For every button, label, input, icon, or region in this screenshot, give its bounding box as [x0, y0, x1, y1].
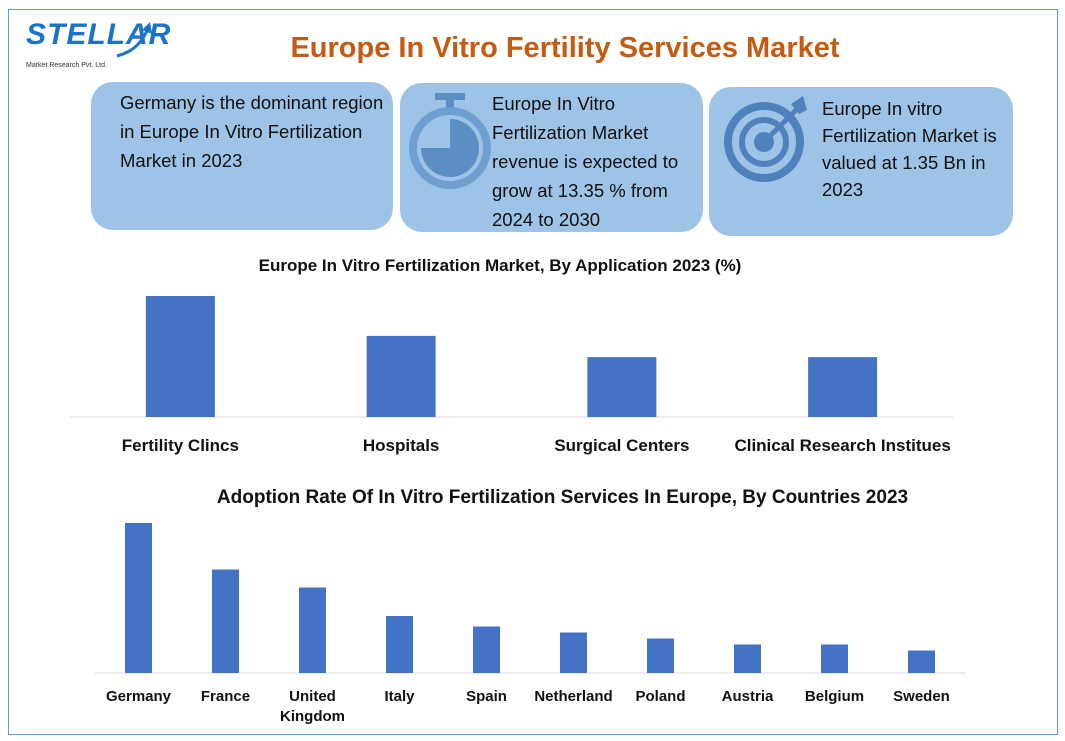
- tick-label: Belgium: [804, 688, 865, 705]
- tick-label: Spain: [466, 688, 507, 705]
- stopwatch-icon: [409, 93, 491, 189]
- card-text: Europe In Vitro Fertilization Market rev…: [492, 93, 679, 230]
- tick-label: Italy: [384, 688, 415, 705]
- bar: [808, 357, 878, 417]
- bar: [908, 650, 935, 673]
- bar: [212, 569, 239, 673]
- info-card-market-value: Europe In vitro Fertilization Market is …: [709, 87, 1013, 236]
- page-title: Europe In Vitro Fertility Services Marke…: [290, 32, 840, 64]
- tick-label: France: [200, 688, 251, 705]
- infographic-frame: [8, 9, 1058, 735]
- tick-label: Hospitals: [362, 436, 440, 455]
- bar: [299, 587, 326, 673]
- logo-tagline: Market Research Pvt. Ltd.: [26, 62, 107, 69]
- logo-arrow-icon: [116, 22, 152, 58]
- tick-label: Netherland: [534, 688, 613, 705]
- bar: [145, 296, 215, 417]
- card-text: Germany is the dominant region in Europe…: [120, 92, 384, 171]
- tick-label: Germany: [105, 688, 172, 705]
- stellar-logo: STELLAR Market Research Pvt. Ltd.: [22, 16, 170, 74]
- chart2-title: Adoption Rate Of In Vitro Fertilization …: [216, 487, 909, 508]
- tick-label: Austria: [721, 688, 774, 705]
- info-card-dominant-region: Germany is the dominant region in Europe…: [91, 82, 393, 230]
- bar: [587, 357, 657, 417]
- tick-label: United Kingdom: [280, 688, 345, 725]
- info-card-growth: Europe In Vitro Fertilization Market rev…: [400, 83, 703, 232]
- tick-label: Clinical Research Institues: [734, 436, 951, 455]
- bar: [734, 644, 761, 673]
- bar: [473, 626, 500, 673]
- card-text: Europe In vitro Fertilization Market is …: [822, 98, 997, 200]
- bar: [386, 616, 413, 673]
- bar: [821, 644, 848, 673]
- tick-label: Sweden: [893, 688, 950, 705]
- bar: [647, 638, 674, 673]
- tick-label: Poland: [635, 688, 686, 705]
- bar: [366, 335, 436, 417]
- tick-label: Surgical Centers: [554, 436, 690, 455]
- tick-label: Fertility Clincs: [121, 436, 239, 455]
- bar: [125, 523, 152, 673]
- target-icon: [724, 96, 807, 182]
- bar: [560, 632, 587, 673]
- chart1-title: Europe In Vitro Fertilization Market, By…: [258, 256, 742, 275]
